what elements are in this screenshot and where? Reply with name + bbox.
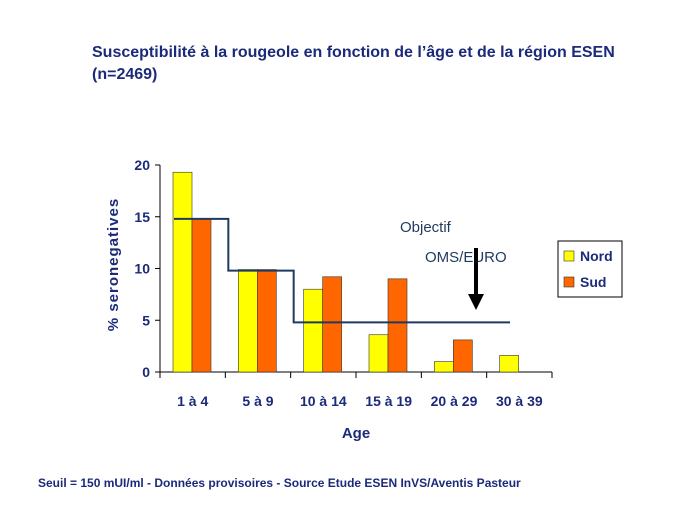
legend-swatch-sud	[563, 276, 575, 288]
bar-nord	[368, 334, 389, 373]
x-tick-label: 20 à 29	[431, 393, 478, 409]
bar-sud	[322, 276, 342, 373]
bar-sud	[387, 278, 408, 373]
bar-sud	[453, 339, 473, 373]
target-label-line2: OMS/EURO	[425, 249, 507, 266]
chart-title-line2: (n=2469)	[92, 66, 158, 83]
x-axis-title: Age	[342, 425, 370, 442]
x-tick-label: 15 à 19	[365, 393, 412, 409]
bar-nord	[238, 269, 258, 373]
target-arrow-head	[468, 294, 484, 310]
x-tick-label: 10 à 14	[300, 393, 347, 409]
y-tick-label: 5	[142, 312, 150, 328]
footer-source-note: Seuil = 150 mUI/ml - Données provisoires…	[38, 476, 521, 490]
bar-sud	[257, 269, 277, 373]
legend-box	[557, 240, 623, 298]
bar-nord	[303, 288, 323, 373]
x-tick-label: 30 à 39	[496, 393, 543, 409]
y-axis-title: % seronegatives	[105, 198, 122, 331]
legend-swatch-nord	[563, 250, 575, 262]
legend-label-sud: Sud	[580, 274, 606, 290]
y-tick-label: 15	[134, 209, 150, 225]
target-label-line1: Objectif	[400, 219, 452, 236]
bar-nord	[434, 361, 454, 373]
x-tick-label: 5 à 9	[242, 393, 273, 409]
bar-sud	[191, 218, 212, 373]
legend-label-nord: Nord	[580, 248, 613, 264]
bar-nord	[499, 355, 519, 373]
bar-nord	[172, 171, 193, 373]
y-tick-label: 0	[142, 364, 150, 380]
target-step-line	[174, 217, 510, 324]
y-tick-label: 10	[134, 261, 150, 277]
x-tick-label: 1 à 4	[177, 393, 208, 409]
chart-title-line1: Susceptibilité à la rougeole en fonction…	[92, 44, 615, 61]
y-tick-label: 20	[134, 157, 150, 173]
chart-title: Susceptibilité à la rougeole en fonction…	[92, 42, 652, 86]
